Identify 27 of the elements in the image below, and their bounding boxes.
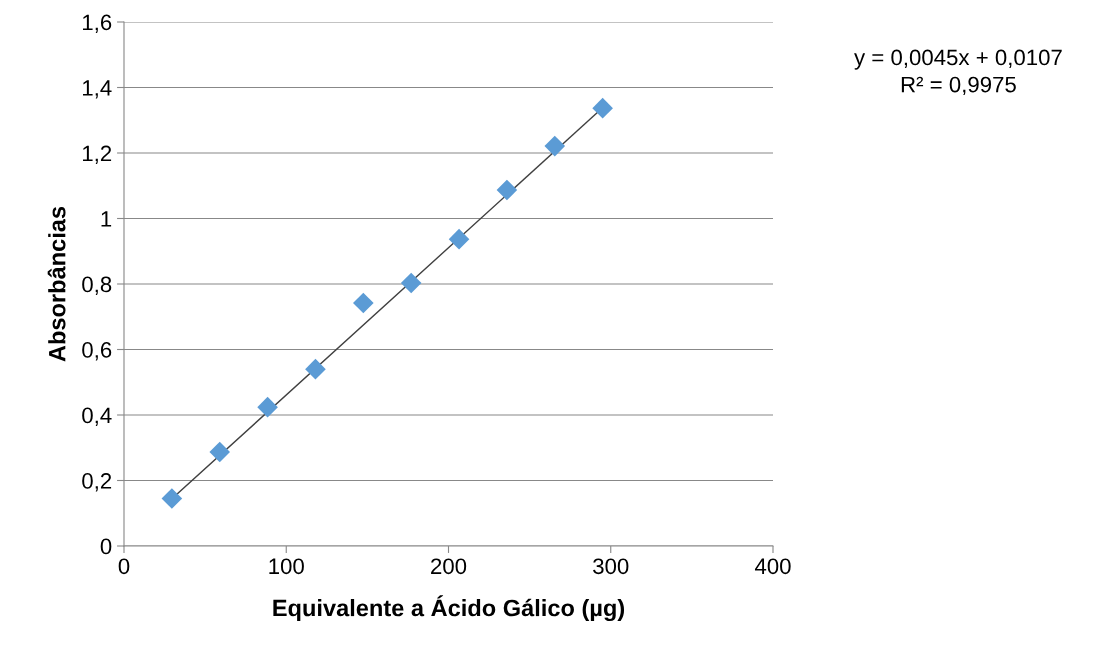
y-tick-label: 0,4 xyxy=(82,407,112,426)
y-tick-label: 0,2 xyxy=(82,473,112,492)
x-tick-label: 200 xyxy=(431,558,467,575)
x-tick-label: 400 xyxy=(754,558,791,575)
point xyxy=(257,396,278,418)
point xyxy=(161,488,183,509)
y-tick-label: 1,2 xyxy=(83,145,112,164)
y-tick-label: 1,4 xyxy=(83,80,112,99)
y-tick-label: 0,6 xyxy=(82,342,112,361)
y-tick-label: 0,8 xyxy=(82,276,112,295)
text: y = 0,0045x + 0,0107 R² = 0,9975 xyxy=(854,49,1062,96)
point xyxy=(305,358,326,380)
point xyxy=(353,292,374,314)
point xyxy=(544,135,566,157)
x-tick-label: 0 xyxy=(118,558,130,575)
point xyxy=(209,441,231,463)
point xyxy=(496,179,518,201)
point xyxy=(592,97,613,119)
y-tick-label: 1,6 xyxy=(83,14,112,33)
point xyxy=(400,272,422,294)
y-tick-label: 1 xyxy=(101,211,112,227)
x-axis-title: Equivalente a Ácido Gálico (µg) xyxy=(273,595,625,622)
y-axis-title: Absorbâncias xyxy=(47,206,66,362)
x-tick-label: 300 xyxy=(593,558,629,575)
y-tick-label: 0 xyxy=(100,538,112,555)
point xyxy=(448,228,470,250)
x-tick-label: 100 xyxy=(269,558,304,575)
